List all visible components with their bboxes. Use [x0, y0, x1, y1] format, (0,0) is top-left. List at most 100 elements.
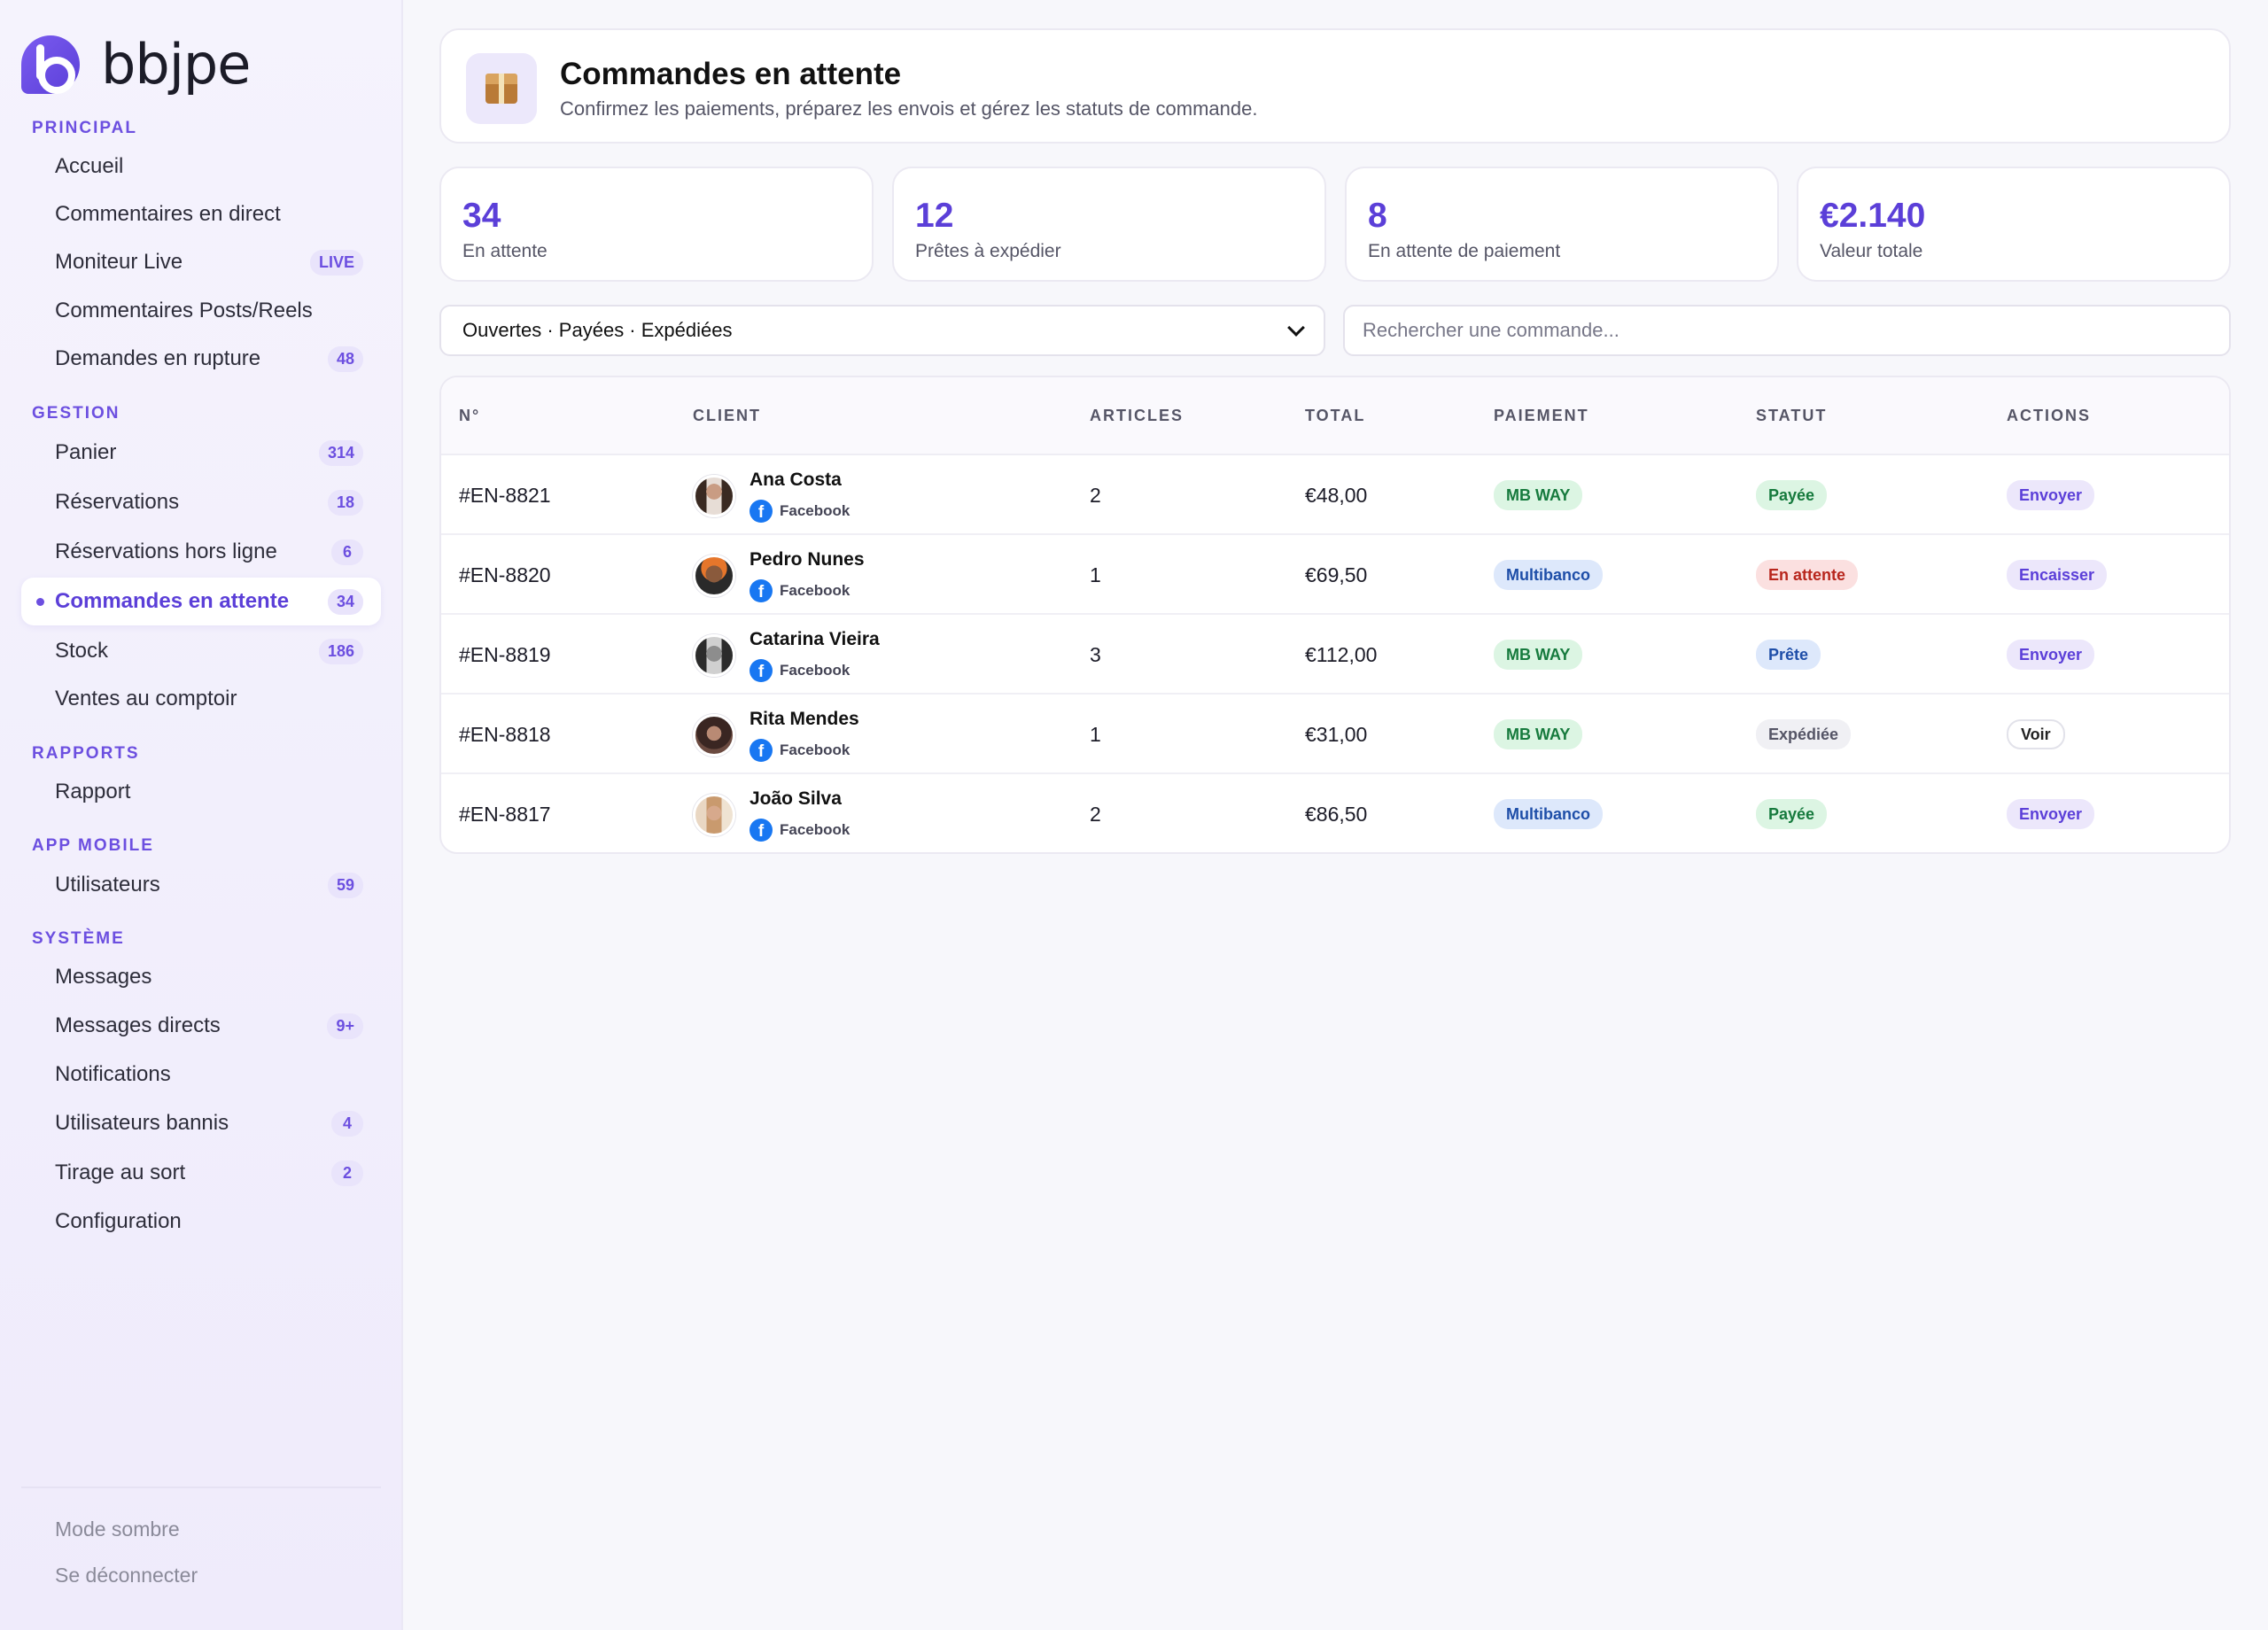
logout-button[interactable]: Se déconnecter — [55, 1564, 198, 1587]
payment-badge: MB WAY — [1494, 480, 1583, 510]
column-header: PAIEMENT — [1494, 407, 1589, 424]
client-source: Facebook — [780, 821, 850, 838]
sidebar-item-utilisateurs-bannis[interactable]: Utilisateurs bannis 4 — [21, 1099, 381, 1147]
brand-name: bbjpe — [101, 32, 251, 97]
stat-value: €2.140 — [1820, 197, 1926, 235]
sidebar-item-reservations-hors-ligne[interactable]: Réservations hors ligne 6 — [21, 528, 381, 576]
client-source: Facebook — [780, 502, 850, 519]
sidebar-item-ventes-comptoir[interactable]: Ventes au comptoir — [21, 675, 381, 723]
sidebar-item-tirage-au-sort[interactable]: Tirage au sort 2 — [21, 1149, 381, 1197]
sidebar-item-commentaires-direct[interactable]: Commentaires en direct — [21, 190, 381, 238]
payment-badge: MB WAY — [1494, 719, 1583, 749]
sidebar-item-label: Tirage au sort — [55, 1160, 186, 1184]
send-button[interactable]: Envoyer — [2007, 480, 2095, 510]
status-badge: Expédiée — [1756, 719, 1852, 749]
client-name: Catarina Vieira — [750, 629, 880, 649]
sidebar-item-stock[interactable]: Stock 186 — [21, 627, 381, 675]
column-header: TOTAL — [1305, 407, 1366, 424]
sidebar-item-moniteur-live[interactable]: Moniteur Live LIVE — [21, 238, 381, 286]
avatar — [693, 555, 735, 597]
stat-card-en-attente: 34 En attente — [439, 167, 874, 282]
count-badge: 4 — [331, 1110, 363, 1137]
stat-label: En attente — [462, 241, 548, 261]
table-row[interactable]: #EN-8818 Rita Mendes f Facebook 1 €31,00… — [441, 695, 2229, 774]
status-badge: Payée — [1756, 480, 1828, 510]
brand-logo[interactable]: bbjpe — [21, 32, 251, 97]
count-badge: 34 — [327, 588, 363, 615]
facebook-icon: f — [750, 739, 773, 762]
sidebar-item-notifications[interactable]: Notifications — [21, 1051, 381, 1098]
table-row[interactable]: #EN-8820 Pedro Nunes f Facebook 1 €69,50… — [441, 535, 2229, 615]
sidebar-item-label: Réservations hors ligne — [55, 539, 277, 563]
status-filter-select[interactable]: Ouvertes · Payées · Expédiées — [439, 305, 1325, 356]
section-title-principal: PRINCIPAL — [32, 119, 137, 137]
sidebar-item-rapport[interactable]: Rapport — [21, 768, 381, 816]
stat-card-pretes-expedier: 12 Prêtes à expédier — [892, 167, 1326, 282]
table-row[interactable]: #EN-8819 Catarina Vieira f Facebook 3 €1… — [441, 615, 2229, 695]
send-button[interactable]: Envoyer — [2007, 799, 2095, 829]
dark-mode-toggle[interactable]: Mode sombre — [55, 1517, 180, 1541]
table-row[interactable]: #EN-8817 João Silva f Facebook 2 €86,50 … — [441, 774, 2229, 852]
count-badge: 186 — [318, 638, 363, 664]
avatar — [693, 794, 735, 836]
sidebar-item-commandes-attente[interactable]: Commandes en attente 34 — [21, 578, 381, 625]
facebook-icon: f — [750, 500, 773, 523]
send-button[interactable]: Envoyer — [2007, 640, 2095, 670]
client-name: Ana Costa — [750, 470, 842, 490]
order-total: €31,00 — [1305, 722, 1368, 746]
sidebar: bbjpe PRINCIPAL Accueil Commentaires en … — [0, 0, 403, 1630]
search-input[interactable] — [1343, 305, 2231, 356]
sidebar-item-label: Accueil — [55, 154, 124, 178]
collect-payment-button[interactable]: Encaisser — [2007, 560, 2108, 590]
payment-badge: MB WAY — [1494, 640, 1583, 670]
client-name: João Silva — [750, 788, 842, 809]
section-title-gestion: GESTION — [32, 404, 120, 423]
sidebar-item-label: Rapport — [55, 780, 131, 803]
view-button[interactable]: Voir — [2007, 719, 2065, 749]
sidebar-item-label: Demandes en rupture — [55, 346, 261, 370]
sidebar-item-commentaires-posts[interactable]: Commentaires Posts/Reels — [21, 287, 381, 335]
stat-value: 12 — [915, 197, 954, 235]
sidebar-divider — [21, 1486, 381, 1488]
sidebar-item-demandes-rupture[interactable]: Demandes en rupture 48 — [21, 335, 381, 383]
payment-badge: Multibanco — [1494, 799, 1603, 829]
sidebar-item-messages-directs[interactable]: Messages directs 9+ — [21, 1002, 381, 1050]
order-id: #EN-8821 — [459, 483, 551, 507]
order-id: #EN-8820 — [459, 563, 551, 586]
sidebar-item-label: Messages directs — [55, 1013, 221, 1037]
logo-icon — [21, 35, 80, 94]
sidebar-item-label: Stock — [55, 639, 109, 663]
count-badge: 18 — [327, 489, 363, 516]
orders-table: N° CLIENT ARTICLES TOTAL PAIEMENT STATUT… — [439, 376, 2231, 854]
sidebar-item-label: Commandes en attente — [55, 589, 290, 613]
articles-count: 1 — [1090, 563, 1101, 586]
stat-label: En attente de paiement — [1368, 241, 1561, 261]
client-source: Facebook — [780, 741, 850, 758]
table-row[interactable]: #EN-8821 Ana Costa f Facebook 2 €48,00 M… — [441, 455, 2229, 535]
client-name: Pedro Nunes — [750, 549, 865, 570]
articles-count: 3 — [1090, 642, 1101, 666]
sidebar-item-messages[interactable]: Messages — [21, 953, 381, 1001]
sidebar-item-label: Panier — [55, 440, 117, 464]
column-header: N° — [459, 407, 481, 424]
sidebar-item-configuration[interactable]: Configuration — [21, 1198, 381, 1246]
chevron-down-icon — [1287, 319, 1305, 337]
count-badge: 59 — [327, 872, 363, 898]
sidebar-item-label: Commentaires Posts/Reels — [55, 299, 313, 322]
sidebar-item-label: Moniteur Live — [55, 250, 183, 274]
sidebar-item-utilisateurs[interactable]: Utilisateurs 59 — [21, 861, 381, 909]
sidebar-item-reservations[interactable]: Réservations 18 — [21, 478, 381, 526]
column-header: ACTIONS — [2007, 407, 2091, 424]
sidebar-item-label: Utilisateurs — [55, 873, 160, 896]
order-total: €69,50 — [1305, 563, 1368, 586]
status-badge: En attente — [1756, 560, 1859, 590]
count-badge: 9+ — [327, 1013, 363, 1039]
sidebar-item-accueil[interactable]: Accueil — [21, 143, 381, 190]
client-name: Rita Mendes — [750, 709, 859, 729]
package-icon — [466, 53, 537, 124]
articles-count: 2 — [1090, 802, 1101, 826]
status-filter-value: Ouvertes · Payées · Expédiées — [462, 319, 733, 341]
sidebar-item-panier[interactable]: Panier 314 — [21, 429, 381, 477]
column-header: CLIENT — [693, 407, 761, 424]
order-total: €48,00 — [1305, 483, 1368, 507]
